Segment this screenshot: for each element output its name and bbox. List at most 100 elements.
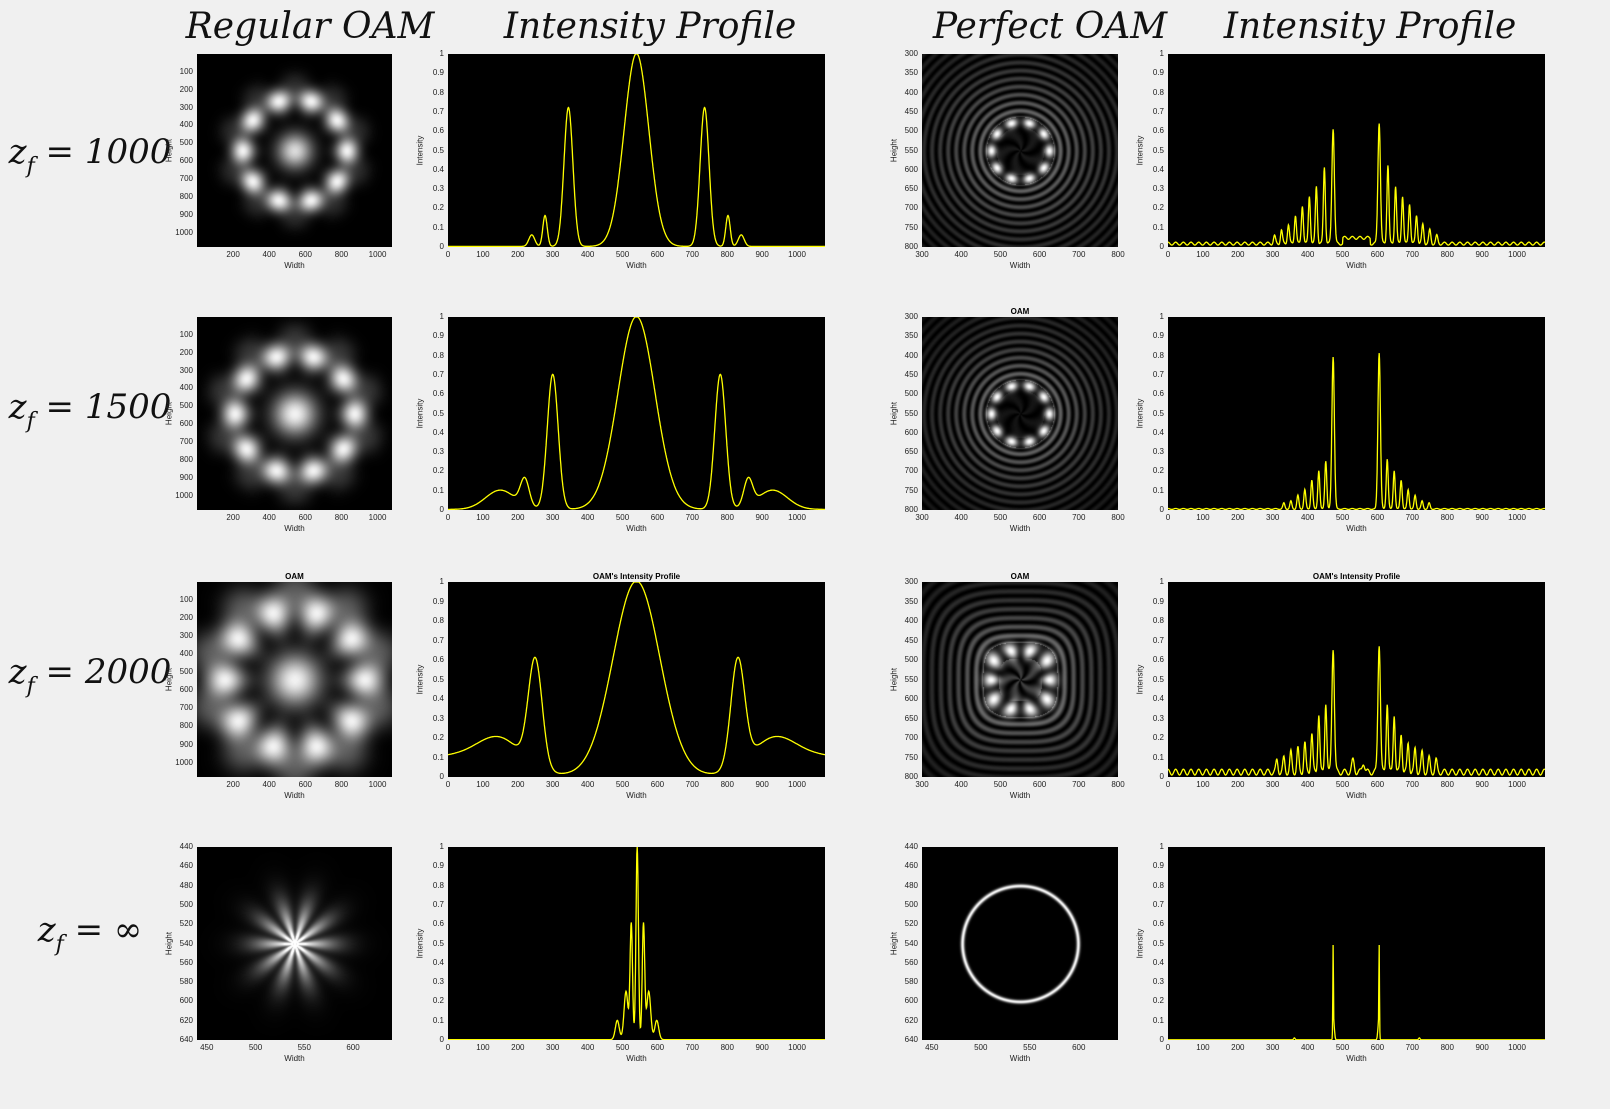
chart-panel-r2-regular: 200 400 600 800 1000 100 200 300 400 500 600 700 800… — [157, 305, 407, 543]
plot-title: OAM's Intensity Profile — [1312, 572, 1401, 581]
x-tick-label: 700 — [1072, 250, 1086, 259]
x-tick-label: 600 — [346, 1043, 360, 1052]
y-axis-label: Height — [889, 931, 899, 955]
y-axis-label: Intensity — [1135, 135, 1145, 165]
x-tick-label: 700 — [1405, 250, 1420, 259]
y-tick-label: 0 — [439, 242, 444, 251]
chart-panel-r4-perfect: 450 500 550 600 440 460 480 500 520 540 560 580 600 6… — [882, 835, 1133, 1073]
y-tick-label: 300 — [904, 49, 918, 58]
x-tick-label: 0 — [1165, 1043, 1171, 1052]
y-tick-label: 0.9 — [432, 861, 444, 871]
y-tick-label: 400 — [904, 350, 918, 360]
y-tick-label: 0.9 — [432, 68, 444, 78]
y-tick-label: 600 — [904, 694, 918, 703]
x-tick-label: 100 — [476, 780, 490, 789]
chart-panel-r3-regular: OAM 200 400 600 800 1000 100 200 300 400 500 600 700… — [157, 570, 407, 810]
y-tick-label: 0.5 — [1152, 938, 1164, 948]
line-plot-svg — [1168, 646, 1545, 776]
x-tick-label: 1000 — [1508, 513, 1526, 522]
chart-panel-r4-regular: 450 500 550 600 440 460 480 500 520 540 560 580 600 6… — [157, 835, 407, 1073]
y-tick-label: 0.7 — [1152, 369, 1164, 379]
y-tick-label: 350 — [904, 596, 918, 606]
x-tick-label: 200 — [1231, 780, 1245, 789]
x-tick-label: 400 — [954, 780, 968, 789]
heatmap-image — [197, 582, 392, 777]
line-axes — [1168, 582, 1545, 777]
row-label-sub: f — [26, 409, 35, 434]
chart-panel-r1-regular-profile: 0 100 200 300 400 500 600 700 800 900 1000 0 0.1 0.2 0… — [408, 42, 840, 280]
x-tick-label: 600 — [298, 250, 312, 259]
x-tick-label: 300 — [546, 1043, 560, 1052]
column-title-intensity-profile-2: Intensity Profile — [1223, 6, 1517, 47]
x-tick-label: 200 — [511, 513, 525, 522]
x-tick-label: 400 — [580, 1043, 595, 1052]
y-tick-label: 0.1 — [1152, 485, 1164, 495]
x-tick-label: 200 — [511, 250, 525, 259]
intensity-series-line — [448, 317, 825, 510]
y-tick-label: 900 — [179, 472, 193, 482]
y-tick-label: 0 — [1159, 772, 1164, 781]
x-tick-label: 1000 — [1508, 250, 1526, 259]
x-tick-label: 0 — [445, 1043, 451, 1052]
y-tick-label: 0.2 — [432, 996, 444, 1006]
chart-panel-r1-perfect: 300 400 500 600 700 800 300 350 400 450 500 550 600 6… — [882, 42, 1133, 280]
chart-panel-r3-perfect-profile: OAM's Intensity Profile 0 100 200 300 400 500 6… — [1128, 570, 1560, 810]
y-tick-label: 440 — [904, 842, 918, 851]
column-title-intensity-profile-1: Intensity Profile — [503, 6, 797, 47]
y-tick-label: 0.8 — [432, 880, 444, 890]
x-tick-label: 100 — [1196, 780, 1210, 789]
line-plot-svg — [448, 317, 825, 510]
y-tick-label: 200 — [179, 613, 193, 623]
chart-panel-r1-perfect-profile: 0 100 200 300 400 500 600 700 800 900 1000 0 0.1 0.2 0… — [1128, 42, 1560, 280]
x-tick-label: 500 — [615, 250, 630, 259]
x-axis-label: Width — [1346, 524, 1367, 533]
y-axis-label: Intensity — [415, 135, 425, 165]
y-tick-label: 0.6 — [1152, 919, 1164, 929]
line-axes — [1168, 847, 1545, 1040]
x-tick-label: 800 — [334, 250, 349, 259]
x-tick-label: 500 — [993, 513, 1008, 522]
y-tick-label: 550 — [904, 408, 918, 418]
heatmap-axes — [922, 847, 1118, 1040]
x-tick-label: 500 — [1335, 250, 1350, 259]
y-tick-label: 750 — [904, 485, 918, 495]
x-tick-label: 500 — [1335, 513, 1350, 522]
x-tick-label: 200 — [511, 780, 525, 789]
intensity-series-line — [448, 847, 825, 1040]
y-tick-label: 900 — [179, 739, 193, 749]
y-tick-label: 0.4 — [432, 164, 444, 174]
x-tick-label: 500 — [615, 1043, 630, 1052]
x-tick-label: 800 — [1111, 513, 1125, 522]
chart-panel-r3-regular-profile: OAM's Intensity Profile 0 100 200 300 400 500 6… — [408, 570, 840, 810]
y-tick-label: 0.5 — [1152, 674, 1164, 684]
y-tick-label: 540 — [179, 938, 193, 948]
x-tick-label: 800 — [1111, 250, 1125, 259]
y-tick-label: 0.8 — [1152, 880, 1164, 890]
x-tick-label: 900 — [755, 513, 769, 522]
x-tick-label: 600 — [650, 1043, 665, 1052]
x-tick-label: 300 — [1266, 1043, 1280, 1052]
x-tick-label: 300 — [915, 780, 929, 789]
y-tick-label: 900 — [179, 209, 193, 219]
y-tick-label: 700 — [904, 466, 918, 476]
x-tick-label: 800 — [720, 250, 734, 259]
x-tick-label: 100 — [1196, 250, 1210, 259]
x-tick-label: 500 — [1335, 780, 1350, 789]
heatmap-axes — [922, 317, 1118, 510]
row-label-value: = ∞ — [63, 910, 143, 950]
x-tick-label: 200 — [1231, 1043, 1245, 1052]
column-title-regular-oam: Regular OAM — [185, 6, 435, 47]
heatmap-image — [922, 317, 1118, 510]
line-plot-svg — [448, 847, 825, 1040]
y-tick-label: 0.7 — [1152, 635, 1164, 645]
y-tick-label: 500 — [904, 389, 918, 399]
x-axis-label: Width — [1009, 1054, 1031, 1063]
y-tick-label: 800 — [179, 721, 193, 731]
x-tick-label: 300 — [1266, 513, 1280, 522]
x-tick-label: 1000 — [368, 250, 387, 259]
y-tick-label: 460 — [179, 861, 193, 871]
y-tick-label: 540 — [904, 938, 918, 948]
y-tick-label: 600 — [904, 427, 918, 437]
y-tick-label: 300 — [179, 102, 193, 112]
x-tick-label: 500 — [993, 780, 1008, 789]
